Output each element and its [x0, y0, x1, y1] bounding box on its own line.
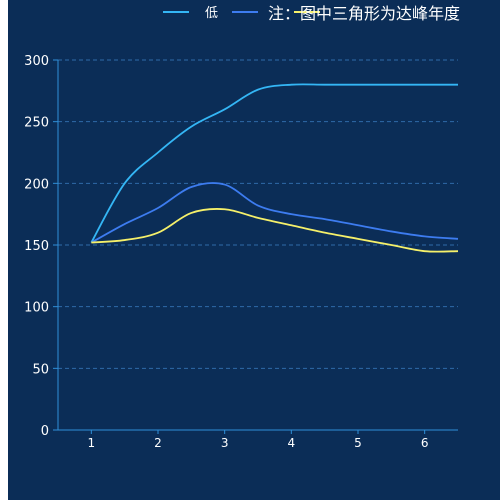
series-line-3	[91, 208, 459, 253]
x-tick-label: 3	[221, 436, 229, 450]
y-tick-label: 250	[24, 116, 49, 131]
y-tick-label: 300	[24, 54, 49, 69]
x-tick-label: 6	[421, 436, 429, 450]
axes: 0 50 100 150 200 250 300 1 2 3 4 5 6	[24, 54, 458, 450]
legend-label-1: 低	[205, 6, 218, 21]
x-tick-label: 4	[288, 436, 296, 450]
x-tick-label: 1	[88, 436, 96, 450]
gridlines	[58, 59, 458, 369]
series-lines	[90, 83, 459, 253]
y-tick-label: 200	[24, 177, 49, 192]
series-line-1	[90, 83, 458, 243]
x-tick-label: 5	[354, 436, 362, 450]
legend: 低 注：图中三角形为达峰年度	[163, 4, 460, 23]
y-tick-label: 50	[32, 362, 49, 377]
x-tick-label: 2	[154, 436, 162, 450]
chart-note: 注：图中三角形为达峰年度	[268, 4, 460, 23]
y-tick-label: 150	[24, 239, 49, 254]
y-tick-label: 100	[24, 301, 49, 316]
y-tick-label: 0	[41, 424, 49, 439]
series-line-2	[90, 182, 459, 244]
